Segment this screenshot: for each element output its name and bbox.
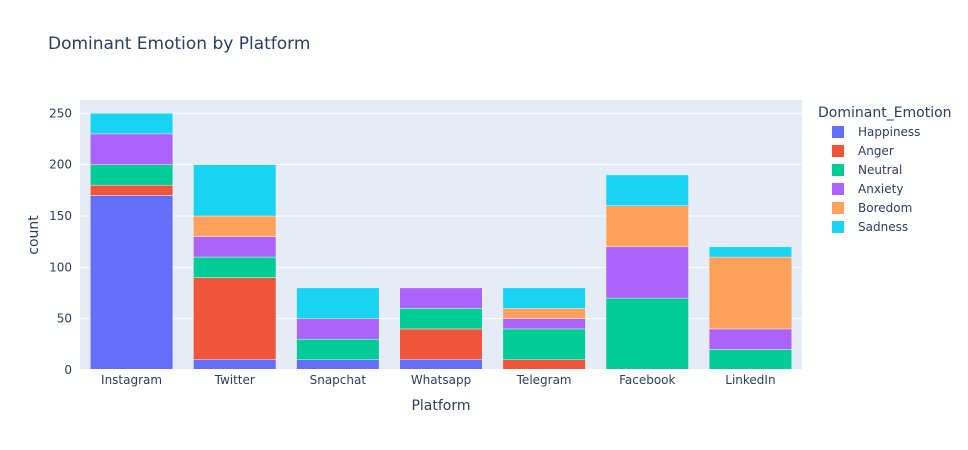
x-tick-label: Instagram: [101, 373, 162, 387]
bar-sadness-facebook: [605, 174, 689, 206]
bar-sadness-telegram: [502, 287, 586, 309]
legend-label: Boredom: [858, 201, 913, 215]
bar-neutral-facebook: [605, 297, 689, 371]
bar-neutral-whatsapp: [399, 308, 483, 330]
x-tick-label: Snapchat: [310, 373, 367, 387]
y-tick-label: 150: [49, 209, 72, 223]
y-tick-label: 0: [64, 363, 72, 377]
bar-anxiety-linkedin: [708, 328, 792, 350]
bar-boredom-facebook: [605, 205, 689, 248]
legend-item-happiness[interactable]: Happiness: [832, 123, 920, 141]
bar-sadness-linkedin: [708, 246, 792, 258]
legend-label: Anxiety: [858, 182, 904, 196]
bar-sadness-snapchat: [296, 287, 380, 319]
bar-happiness-twitter: [193, 359, 277, 371]
bar-neutral-linkedin: [708, 349, 792, 371]
bar-happiness-snapchat: [296, 359, 380, 371]
legend-label: Anger: [858, 144, 894, 158]
bar-anxiety-telegram: [502, 318, 586, 330]
x-tick-label: Telegram: [516, 373, 572, 387]
legend-item-neutral[interactable]: Neutral: [832, 161, 902, 179]
bar-anxiety-snapchat: [296, 318, 380, 340]
legend-item-boredom[interactable]: Boredom: [832, 199, 912, 217]
legend-swatch: [832, 183, 844, 195]
legend-label: Neutral: [858, 163, 903, 177]
bar-sadness-twitter: [193, 164, 277, 217]
bar-boredom-telegram: [502, 308, 586, 319]
legend-item-sadness[interactable]: Sadness: [832, 218, 908, 236]
legend-label: Sadness: [858, 220, 909, 234]
legend-label: Happiness: [858, 125, 921, 139]
bar-anxiety-whatsapp: [399, 287, 483, 309]
legend-swatch: [832, 145, 844, 157]
bar-boredom-linkedin: [708, 256, 792, 330]
chart-title: Dominant Emotion by Platform: [48, 34, 311, 54]
x-tick-label: Twitter: [214, 373, 255, 387]
y-tick-label: 250: [49, 106, 72, 120]
bar-anxiety-facebook: [605, 246, 689, 299]
y-axis-title: count: [26, 215, 42, 255]
bar-anger-instagram: [90, 184, 174, 196]
x-axis-title: Platform: [411, 398, 470, 414]
bar-neutral-telegram: [502, 328, 586, 360]
bar-anger-whatsapp: [399, 328, 483, 360]
x-tick-label: Whatsapp: [411, 373, 471, 387]
bar-neutral-twitter: [193, 256, 277, 278]
x-tick-label: LinkedIn: [725, 373, 775, 387]
legend-item-anger[interactable]: Anger: [832, 142, 894, 160]
bar-sadness-instagram: [90, 113, 174, 135]
legend-title: Dominant_Emotion: [818, 105, 952, 121]
bar-anxiety-twitter: [193, 236, 277, 258]
legend-swatch: [832, 126, 844, 138]
legend-swatch: [832, 164, 844, 176]
legend-item-anxiety[interactable]: Anxiety: [832, 180, 903, 198]
bar-anxiety-instagram: [90, 133, 174, 165]
x-tick-label: Facebook: [619, 373, 675, 387]
legend-swatch: [832, 221, 844, 233]
bar-boredom-twitter: [193, 215, 277, 237]
y-tick-label: 200: [49, 158, 72, 172]
bar-anger-telegram: [502, 359, 586, 371]
bar-happiness-whatsapp: [399, 359, 483, 371]
y-tick-label: 50: [57, 312, 72, 326]
bar-happiness-instagram: [90, 195, 174, 371]
legend-swatch: [832, 202, 844, 214]
y-tick-label: 100: [49, 260, 72, 274]
bar-neutral-instagram: [90, 164, 174, 186]
bar-neutral-snapchat: [296, 338, 380, 360]
bar-anger-twitter: [193, 277, 277, 360]
